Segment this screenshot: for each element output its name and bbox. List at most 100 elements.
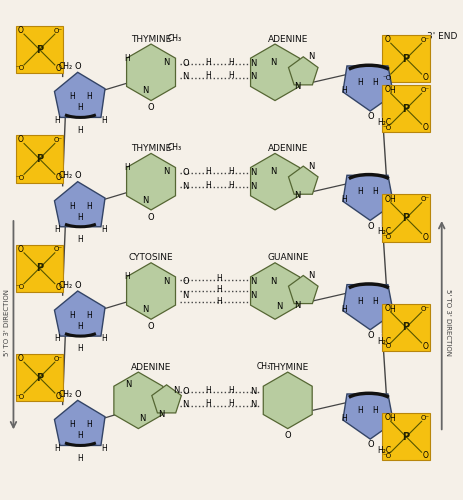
Text: H: H xyxy=(77,454,83,462)
Text: H: H xyxy=(371,296,377,306)
Text: N: N xyxy=(308,52,314,62)
Text: O: O xyxy=(55,392,61,401)
Bar xyxy=(16,354,63,402)
Polygon shape xyxy=(126,44,175,100)
Text: O: O xyxy=(383,194,389,203)
Text: N: N xyxy=(308,271,314,280)
Polygon shape xyxy=(54,291,105,336)
Text: O: O xyxy=(75,280,81,289)
Text: CH₃: CH₃ xyxy=(168,34,181,42)
Text: THYMINE: THYMINE xyxy=(131,144,171,153)
Text: H: H xyxy=(205,167,210,176)
Text: H: H xyxy=(216,274,222,282)
Text: ADENINE: ADENINE xyxy=(131,362,171,372)
Text: H: H xyxy=(227,386,233,395)
Text: H: H xyxy=(77,322,83,331)
Text: H: H xyxy=(77,344,83,354)
Text: THYMINE: THYMINE xyxy=(131,34,171,43)
Text: H: H xyxy=(77,432,83,440)
Text: N: N xyxy=(125,380,131,390)
Text: O: O xyxy=(284,432,290,440)
Text: O⁻: O⁻ xyxy=(54,137,63,143)
Text: ⁻O: ⁻O xyxy=(382,453,391,459)
Text: 5' END: 5' END xyxy=(24,28,55,37)
Text: H: H xyxy=(205,181,210,190)
Text: P: P xyxy=(402,213,409,223)
Text: P: P xyxy=(402,104,409,114)
Text: H: H xyxy=(54,334,60,344)
Text: H: H xyxy=(69,92,75,102)
Text: N: N xyxy=(139,414,145,423)
Polygon shape xyxy=(126,263,175,320)
Text: H: H xyxy=(100,444,106,452)
Text: O: O xyxy=(421,73,427,82)
Text: N: N xyxy=(250,58,256,68)
Text: H: H xyxy=(124,163,130,172)
Polygon shape xyxy=(250,44,299,100)
Text: H: H xyxy=(77,126,83,134)
Text: N: N xyxy=(270,58,276,67)
Text: H: H xyxy=(341,414,346,423)
Text: P: P xyxy=(402,432,409,442)
Text: THYMINE: THYMINE xyxy=(267,362,307,372)
Text: H: H xyxy=(388,86,394,95)
Bar xyxy=(16,244,63,292)
Text: H₂C: H₂C xyxy=(376,118,390,127)
Text: H: H xyxy=(100,116,106,124)
Text: ⁻O: ⁻O xyxy=(16,284,25,290)
Text: O: O xyxy=(75,390,81,399)
Text: H: H xyxy=(69,202,75,211)
Text: N: N xyxy=(250,182,256,190)
Text: N: N xyxy=(275,302,282,311)
Text: N: N xyxy=(250,386,256,396)
Bar xyxy=(382,194,429,242)
Bar xyxy=(382,85,429,132)
Text: N: N xyxy=(270,168,276,176)
Text: H: H xyxy=(371,406,377,415)
Text: N: N xyxy=(250,168,256,177)
Bar xyxy=(382,304,429,351)
Text: H: H xyxy=(86,92,91,102)
Text: O: O xyxy=(75,172,81,180)
Text: N: N xyxy=(163,276,169,285)
Polygon shape xyxy=(126,154,175,210)
Text: O: O xyxy=(367,440,373,450)
Text: H: H xyxy=(356,187,362,196)
Text: H: H xyxy=(356,78,362,87)
Text: H: H xyxy=(86,420,91,430)
Text: O: O xyxy=(182,386,188,396)
Text: N: N xyxy=(142,305,148,314)
Text: O⁻: O⁻ xyxy=(419,87,429,93)
Text: H: H xyxy=(100,225,106,234)
Text: H: H xyxy=(205,386,210,395)
Text: CH₂: CH₂ xyxy=(58,62,72,71)
Text: H: H xyxy=(124,272,130,281)
Polygon shape xyxy=(113,372,163,428)
Polygon shape xyxy=(288,57,317,85)
Text: H₂C: H₂C xyxy=(376,336,390,345)
Text: O: O xyxy=(147,322,154,331)
Text: H: H xyxy=(77,235,83,244)
Text: N: N xyxy=(157,410,164,419)
Text: H: H xyxy=(227,167,233,176)
Text: H: H xyxy=(54,444,60,452)
Text: 5' TO 3' DIRECTION: 5' TO 3' DIRECTION xyxy=(4,290,10,356)
Text: H: H xyxy=(388,304,394,314)
Text: O: O xyxy=(383,304,389,313)
Text: ADENINE: ADENINE xyxy=(267,144,307,153)
Text: H: H xyxy=(205,72,210,80)
Text: O: O xyxy=(147,212,154,222)
Text: H: H xyxy=(216,285,222,294)
Text: H₂C: H₂C xyxy=(376,446,390,455)
Text: H: H xyxy=(86,311,91,320)
Text: N: N xyxy=(250,72,256,82)
Text: H: H xyxy=(341,86,346,95)
Text: H: H xyxy=(356,296,362,306)
Text: O: O xyxy=(55,64,61,73)
Text: P: P xyxy=(402,54,409,64)
Polygon shape xyxy=(263,372,312,428)
Text: O: O xyxy=(55,282,61,292)
Text: ⁻O: ⁻O xyxy=(382,234,391,240)
Text: O: O xyxy=(421,452,427,460)
Text: N: N xyxy=(142,86,148,95)
